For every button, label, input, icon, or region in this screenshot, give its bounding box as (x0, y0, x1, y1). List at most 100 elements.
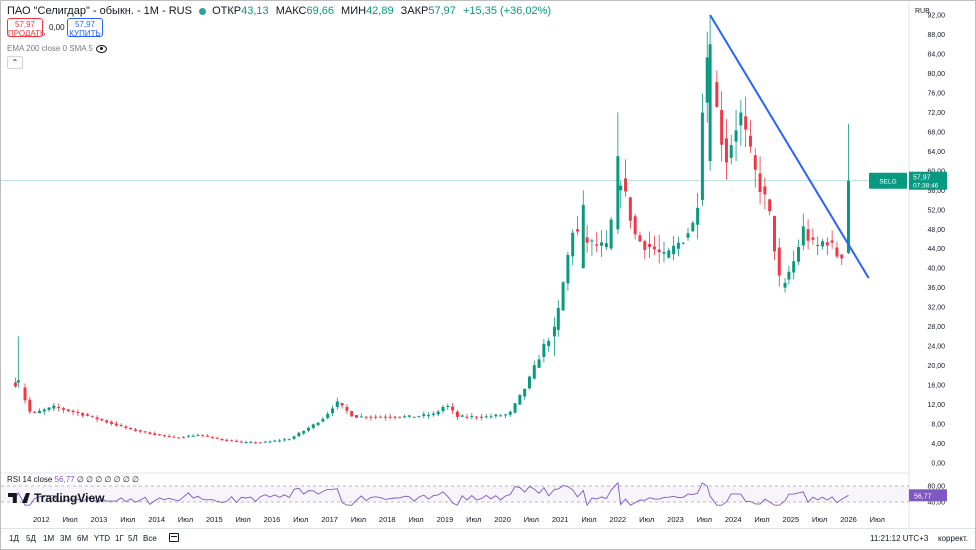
candle-up[interactable] (494, 414, 498, 417)
candle-up[interactable] (700, 112, 704, 201)
candle-down[interactable] (648, 243, 652, 247)
candle-up[interactable] (403, 416, 407, 418)
timeframe-3m[interactable]: 3М (60, 534, 72, 543)
candle-up[interactable] (547, 340, 551, 347)
candle-up[interactable] (801, 226, 805, 246)
indicator-legend[interactable]: EMA 200 close 0 SMA 5 (7, 44, 107, 53)
candle-down[interactable] (465, 416, 469, 418)
candle-down[interactable] (388, 416, 392, 418)
candle-down[interactable] (624, 178, 628, 192)
candle-up[interactable] (297, 432, 301, 437)
candle-up[interactable] (484, 416, 488, 418)
candle-down[interactable] (148, 432, 152, 435)
candle-up[interactable] (705, 57, 709, 103)
candle-up[interactable] (278, 440, 282, 442)
candle-down[interactable] (355, 415, 359, 418)
candle-up[interactable] (417, 416, 421, 418)
candle-down[interactable] (81, 413, 85, 416)
candle-down[interactable] (57, 407, 61, 408)
candle-down[interactable] (143, 431, 147, 433)
timeframe-5d[interactable]: 5Д (26, 534, 36, 543)
candle-down[interactable] (129, 428, 133, 429)
candle-up[interactable] (359, 416, 363, 418)
candle-down[interactable] (201, 434, 205, 436)
candle-down[interactable] (215, 437, 219, 439)
candle-down[interactable] (379, 416, 383, 418)
candle-down[interactable] (114, 423, 118, 426)
candle-down[interactable] (225, 439, 229, 441)
candle-up[interactable] (422, 414, 426, 416)
candle-down[interactable] (398, 416, 402, 418)
candle-up[interactable] (196, 434, 200, 436)
candle-up[interactable] (292, 436, 296, 439)
candle-down[interactable] (825, 242, 829, 246)
clock[interactable]: 11:21:12 UTC+3 (870, 534, 929, 543)
candle-down[interactable] (643, 241, 647, 250)
candle-up[interactable] (542, 343, 546, 357)
candle-down[interactable] (220, 438, 224, 441)
chevron-up-icon[interactable]: ⌃ (7, 56, 23, 69)
candle-down[interactable] (364, 416, 368, 418)
candle-down[interactable] (90, 415, 94, 417)
candle-up[interactable] (581, 204, 585, 269)
eye-icon[interactable] (95, 44, 107, 53)
candle-down[interactable] (628, 197, 632, 221)
candle-up[interactable] (407, 415, 411, 417)
candle-down[interactable] (455, 411, 459, 417)
candle-down[interactable] (763, 186, 767, 195)
candle-up[interactable] (566, 254, 570, 284)
buy-button[interactable]: 57,97 КУПИТЬ (67, 18, 103, 38)
candle-up[interactable] (326, 413, 330, 419)
candle-up[interactable] (527, 376, 531, 389)
instrument-title[interactable]: ПАО "Селигдар" - обыкн. - 1М - RUS (7, 5, 192, 17)
candle-up[interactable] (667, 250, 671, 258)
candle-up[interactable] (616, 156, 620, 230)
candle-up[interactable] (571, 232, 575, 257)
candle-up[interactable] (499, 415, 503, 417)
candle-down[interactable] (830, 240, 834, 243)
candle-down[interactable] (753, 155, 757, 170)
candle-down[interactable] (153, 433, 157, 435)
trendline[interactable] (709, 14, 870, 279)
candle-down[interactable] (345, 407, 349, 411)
candle-down[interactable] (393, 416, 397, 418)
candle-up[interactable] (446, 406, 450, 408)
tradingview-logo[interactable]: TradingView (8, 491, 104, 505)
candle-down[interactable] (230, 440, 234, 442)
candle-down[interactable] (638, 235, 642, 242)
candle-down[interactable] (172, 436, 176, 438)
candle-down[interactable] (100, 418, 104, 421)
candle-up[interactable] (816, 245, 820, 247)
candle-down[interactable] (105, 420, 109, 423)
candle-up[interactable] (441, 407, 445, 412)
calendar-icon[interactable] (169, 533, 179, 542)
candle-up[interactable] (604, 243, 608, 248)
candle-up[interactable] (263, 441, 267, 443)
candle-up[interactable] (792, 261, 796, 273)
timeframe-ytd[interactable]: YTD (94, 534, 110, 543)
candle-up[interactable] (16, 380, 20, 383)
candle-down[interactable] (182, 437, 186, 439)
candle-up[interactable] (316, 422, 320, 426)
candle-down[interactable] (657, 249, 661, 253)
candle-up[interactable] (561, 282, 565, 311)
candle-up[interactable] (532, 365, 536, 379)
timeframe-1d[interactable]: 1Д (9, 534, 19, 543)
candle-up[interactable] (244, 442, 248, 444)
candle-up[interactable] (273, 440, 277, 442)
candle-down[interactable] (33, 411, 37, 413)
candle-up[interactable] (552, 326, 556, 337)
candle-down[interactable] (76, 411, 80, 413)
candle-up[interactable] (470, 416, 474, 418)
candle-down[interactable] (162, 435, 166, 437)
candle-up[interactable] (311, 424, 315, 428)
candle-up[interactable] (681, 242, 685, 244)
candle-up[interactable] (600, 242, 604, 246)
candle-down[interactable] (724, 138, 728, 163)
candle-down[interactable] (374, 416, 378, 418)
candle-up[interactable] (662, 251, 666, 254)
timeframe-all[interactable]: Все (143, 534, 157, 543)
candle-down[interactable] (576, 229, 579, 232)
candle-up[interactable] (460, 415, 464, 417)
candle-up[interactable] (686, 233, 690, 238)
